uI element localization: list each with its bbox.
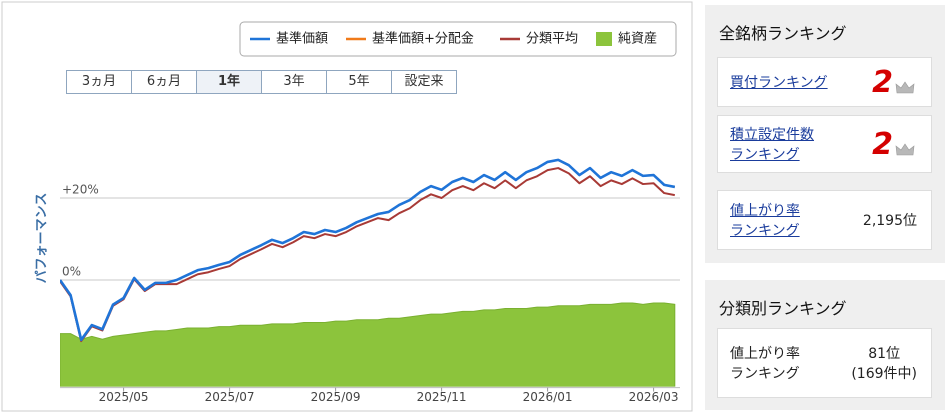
ranking-label[interactable]: 積立設定件数 ランキング <box>730 125 814 165</box>
legend-label: 分類平均 <box>526 32 578 47</box>
period-tab[interactable]: 設定来 <box>391 71 456 93</box>
ranking-label: 値上がり率ランキング <box>730 344 800 384</box>
category-ranking: 分類別ランキング 値上がり率ランキング 81位 (169件中) <box>705 280 945 410</box>
series-line <box>60 158 676 342</box>
x-tick-label: 2026/01 <box>523 390 573 404</box>
ranking-item: 買付ランキング 2 <box>717 57 932 107</box>
ranking-label-line: ランキング <box>730 366 800 382</box>
period-tab[interactable]: 3年 <box>261 71 326 93</box>
x-tick-label: 2026/03 <box>629 390 679 404</box>
ranking-label-line[interactable]: ランキング <box>730 147 800 163</box>
x-tick-label: 2025/05 <box>99 390 149 404</box>
period-tab[interactable]: 6ヵ月 <box>131 71 196 93</box>
ranking-label-line[interactable]: 積立設定件数 <box>730 127 814 143</box>
net-assets-area <box>60 302 676 387</box>
crown-icon <box>895 81 915 94</box>
box-title: 分類別ランキング <box>719 299 847 318</box>
ranking-rank: 2,195位 <box>862 213 917 229</box>
x-tick-label: 2025/07 <box>205 390 255 404</box>
ranking-label-line[interactable]: 買付ランキング <box>730 75 828 91</box>
ranking-label[interactable]: 買付ランキング <box>730 73 828 93</box>
ranking-rank: 2 <box>872 127 893 162</box>
ranking-item: 積立設定件数 ランキング 2 <box>717 115 932 173</box>
ranking-label-line[interactable]: 値上がり率 <box>730 203 800 219</box>
chart: パフォーマンス +20% 0% 2025/05 2025/07 2025/09 2025/… <box>1 1 693 412</box>
x-tick-label: 2025/11 <box>417 390 467 404</box>
legend-label: 純資産 <box>618 32 657 47</box>
legend-swatch <box>596 32 612 46</box>
y-axis-label: パフォーマンス <box>35 193 50 284</box>
ranking-rank: 2 <box>872 65 893 100</box>
ranking-rank-wrap: 81位 (169件中) <box>851 344 917 384</box>
ranking-label-line[interactable]: ランキング <box>730 223 800 239</box>
period-tabs: 3ヵ月 6ヵ月 1年 3年 5年 設定来 <box>66 70 457 94</box>
legend-label: 基準価額 <box>276 31 328 47</box>
period-tab[interactable]: 3ヵ月 <box>67 71 131 93</box>
period-tab[interactable]: 5年 <box>326 71 391 93</box>
box-title: 全銘柄ランキング <box>719 24 847 43</box>
ranking-rank-wrap: 2,195位 <box>863 211 917 231</box>
crown-icon <box>895 143 915 156</box>
overall-ranking: 全銘柄ランキング 買付ランキング 2 積立設定件数 ランキング 2 値上がり率 ランキング 2… <box>705 5 945 263</box>
legend-label: 基準価額+分配金 <box>372 31 474 47</box>
ranking-rank: 81位 <box>868 346 901 362</box>
ranking-item: 値上がり率ランキング 81位 (169件中) <box>717 328 932 398</box>
ranking-item: 値上がり率ランキング 2,195位 <box>717 190 932 250</box>
ranking-note: (169件中) <box>851 366 917 382</box>
ranking-label-line: 値上がり率 <box>730 346 800 362</box>
y-tick-label: 0% <box>62 265 81 279</box>
legend-box <box>239 21 677 57</box>
x-tick-label: 2025/09 <box>311 390 361 404</box>
period-tab[interactable]: 1年 <box>196 71 261 93</box>
y-tick-label: +20% <box>62 183 99 197</box>
ranking-label[interactable]: 値上がり率ランキング <box>730 201 800 241</box>
